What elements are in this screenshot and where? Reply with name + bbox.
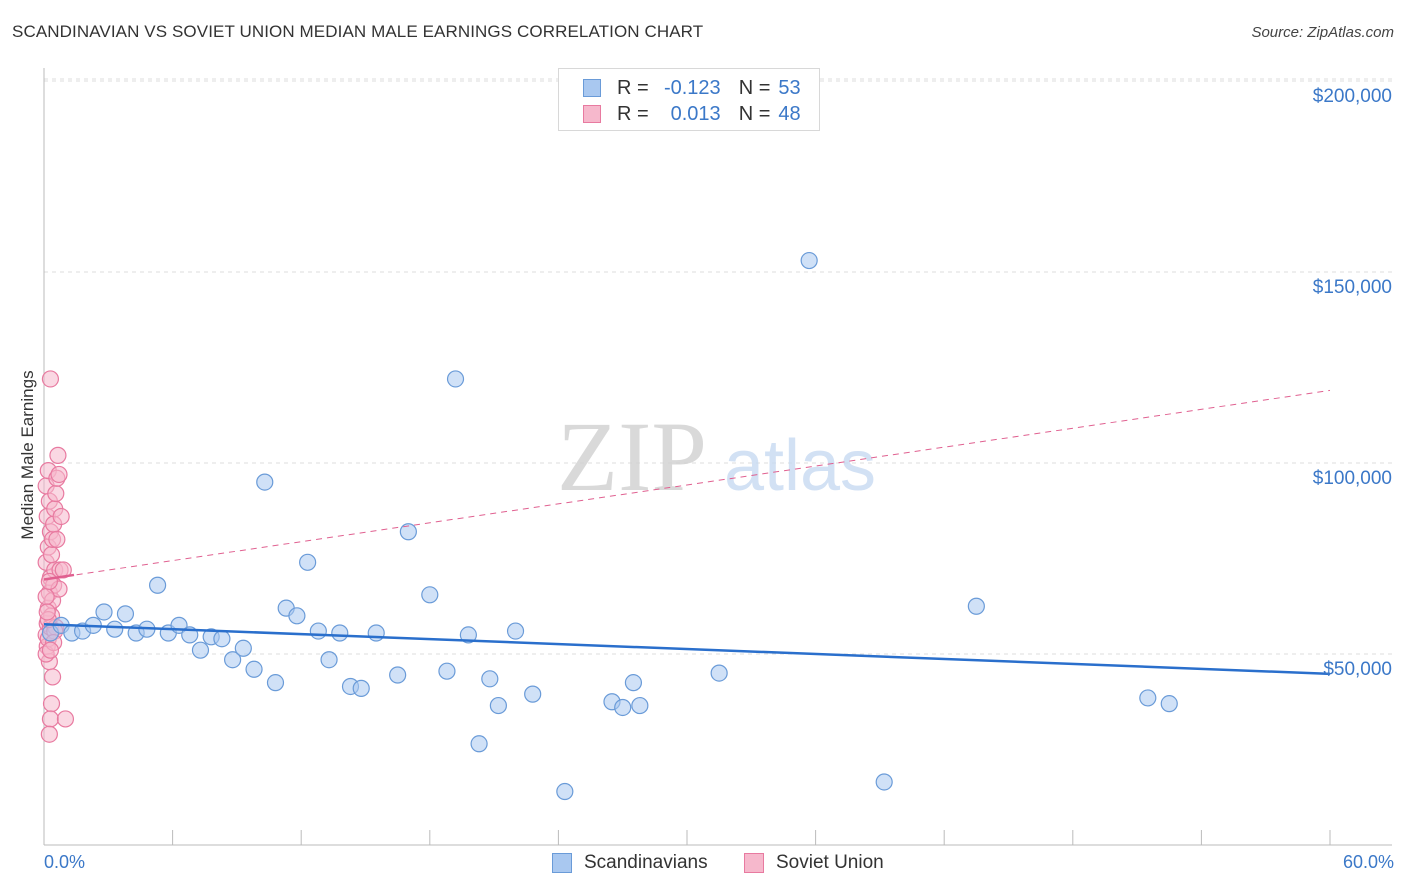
n-label: N = (738, 102, 771, 125)
soviet-trend-solid-segment (43, 573, 75, 581)
scandinavian-point (1160, 695, 1178, 713)
soviet-point (52, 507, 70, 526)
x-tick-label: 60.0% (1342, 852, 1394, 872)
legend-row-scandinavians: R = -0.123 N = 53 (583, 77, 801, 99)
scandinavian-point (389, 666, 407, 684)
scandinavian-point (481, 670, 499, 688)
scandinavian-point (459, 626, 477, 644)
scandinavian-point (309, 622, 327, 640)
r-value: 0.013 (670, 102, 721, 125)
soviet-point (40, 572, 58, 591)
scandinavian-point (506, 622, 525, 640)
scandinavian-point (288, 607, 306, 625)
source-label: Source: ZipAtlas.com (1251, 24, 1394, 41)
scandinavian-point (710, 664, 728, 682)
scandinavian-point (213, 630, 231, 648)
legend-item-scandinavians[interactable]: Scandinavians (552, 852, 708, 874)
scandinavian-point (352, 679, 370, 697)
soviet-point (41, 370, 60, 388)
soviet-point (50, 465, 68, 484)
watermark-atlas: atlas (724, 426, 876, 506)
soviet-point (41, 641, 60, 659)
x-tick-label: 0.0% (44, 852, 86, 872)
scandinavians-trend-line (43, 622, 1331, 676)
n-label: N = (738, 76, 771, 99)
scandinavian-point (224, 651, 242, 669)
scandinavian-point (399, 523, 417, 541)
scandinavian-point (191, 641, 210, 659)
scandinavian-point (524, 685, 542, 703)
legend-label: Soviet Union (776, 852, 884, 873)
watermark-zip: ZIP (557, 401, 707, 512)
scandinavian-point (875, 773, 893, 791)
scandinavian-point (320, 651, 338, 669)
scandinavian-point (266, 674, 285, 692)
axes (43, 68, 1392, 846)
scandinavian-point (800, 251, 818, 270)
scandinavian-point (1139, 689, 1157, 707)
n-value: 48 (778, 102, 801, 125)
n-value: 53 (778, 76, 801, 99)
soviet-point (47, 484, 65, 503)
scandinavian-point (95, 603, 113, 621)
soviet-point (43, 668, 62, 686)
soviet-swatch (744, 853, 764, 873)
r-label: R = (617, 76, 649, 99)
soviet-point (37, 588, 55, 606)
scandinavian-point (116, 605, 135, 623)
y-tick-label: $150,000 (1312, 277, 1392, 298)
grid-lines (44, 78, 1392, 655)
soviet-trend-line (43, 389, 1331, 581)
scandinavian-point (331, 624, 349, 642)
scandinavian-point (438, 662, 456, 680)
scandinavian-point (967, 597, 985, 615)
soviet-point (54, 561, 72, 579)
scandinavian-point (256, 473, 274, 491)
scandinavian-point (631, 696, 649, 715)
scandinavian-point (421, 586, 439, 604)
scandinavian-point (245, 660, 263, 678)
scandinavian-point (234, 639, 252, 657)
soviet-swatch (583, 105, 601, 123)
scandinavian-point (299, 553, 317, 571)
scandinavians-swatch (552, 853, 572, 873)
legend-row-soviet: R = 0.013 N = 48 (583, 103, 801, 125)
soviet-point (38, 603, 56, 621)
soviet-point (40, 725, 58, 743)
soviet-point (42, 546, 61, 564)
soviet-point (42, 695, 61, 713)
chart-title: SCANDINAVIAN VS SOVIET UNION MEDIAN MALE… (12, 22, 704, 41)
scandinavian-point (624, 674, 643, 692)
y-tick-label: $100,000 (1312, 468, 1392, 489)
scandinavian-point (106, 620, 124, 638)
scandinavian-point (614, 698, 632, 717)
r-label: R = (617, 102, 649, 125)
soviet-point (56, 710, 75, 728)
soviet-point (41, 710, 60, 728)
soviet-point (48, 530, 66, 549)
scandinavian-point (556, 782, 574, 801)
correlation-legend: R = -0.123 N = 53 R = 0.013 N = 48 (558, 68, 820, 131)
scandinavians-swatch (583, 79, 601, 97)
scandinavian-point (367, 624, 385, 642)
legend-item-soviet[interactable]: Soviet Union (744, 852, 884, 874)
scandinavian-point (489, 696, 507, 715)
r-value: -0.123 (663, 76, 721, 99)
y-tick-label: $200,000 (1312, 86, 1392, 107)
scandinavian-point (446, 370, 465, 388)
scandinavian-points (41, 251, 1178, 801)
y-tick-label: $50,000 (1323, 659, 1392, 680)
soviet-point (49, 446, 67, 464)
scandinavian-point (148, 576, 167, 594)
trend-lines (43, 389, 1331, 676)
legend-label: Scandinavians (584, 852, 708, 873)
soviet-points (37, 370, 75, 743)
scandinavian-point (470, 735, 488, 753)
